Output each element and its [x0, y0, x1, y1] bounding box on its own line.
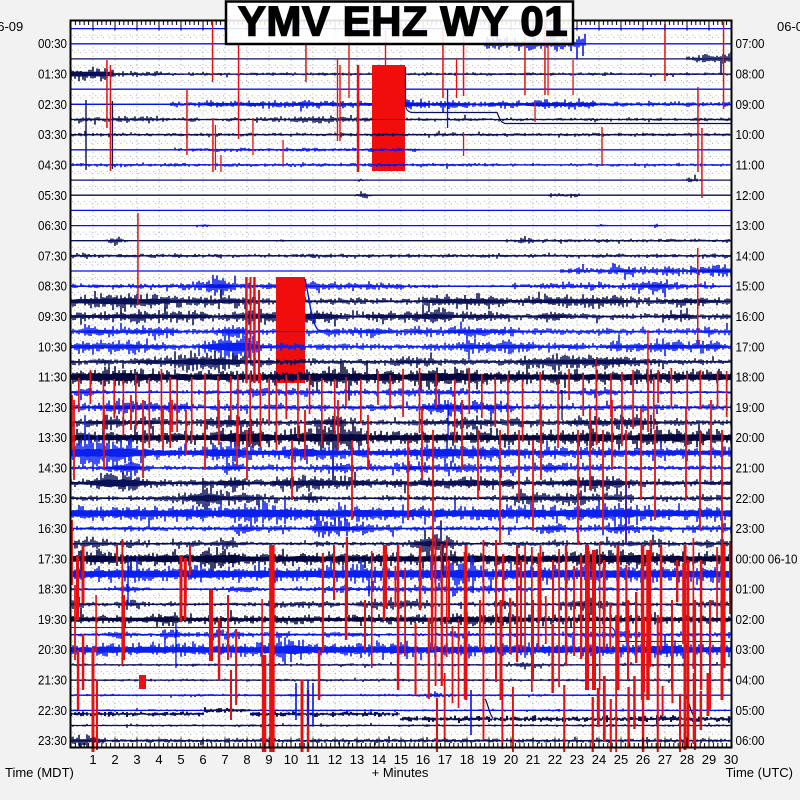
svg-text:9: 9 — [265, 752, 272, 767]
svg-text:13:00: 13:00 — [736, 218, 765, 233]
svg-text:21: 21 — [526, 752, 540, 767]
svg-text:14:30: 14:30 — [38, 461, 67, 476]
svg-text:24: 24 — [592, 752, 606, 767]
svg-text:13:30: 13:30 — [38, 430, 67, 445]
svg-text:16: 16 — [416, 752, 430, 767]
svg-text:20:30: 20:30 — [38, 642, 67, 657]
svg-text:19:00: 19:00 — [736, 400, 765, 415]
svg-text:00:00 06-10: 00:00 06-10 — [736, 551, 798, 566]
svg-text:16:00: 16:00 — [736, 309, 765, 324]
svg-text:10: 10 — [284, 752, 298, 767]
svg-text:06-09: 06-09 — [0, 19, 23, 34]
svg-text:12: 12 — [328, 752, 342, 767]
svg-text:20:00: 20:00 — [736, 430, 765, 445]
svg-text:6: 6 — [199, 752, 206, 767]
svg-text:1: 1 — [89, 752, 96, 767]
svg-text:22:00: 22:00 — [736, 491, 765, 506]
svg-text:00:30: 00:30 — [38, 36, 67, 51]
svg-text:11:30: 11:30 — [38, 370, 67, 385]
svg-text:5: 5 — [177, 752, 184, 767]
svg-text:09:30: 09:30 — [38, 309, 67, 324]
svg-text:19:30: 19:30 — [38, 612, 67, 627]
svg-text:17:00: 17:00 — [736, 339, 765, 354]
svg-text:15:30: 15:30 — [38, 491, 67, 506]
svg-text:05:00: 05:00 — [736, 703, 765, 718]
svg-text:YMV EHZ WY 01: YMV EHZ WY 01 — [238, 0, 568, 45]
svg-text:07:00: 07:00 — [736, 36, 765, 51]
svg-text:05:30: 05:30 — [38, 188, 67, 203]
svg-text:30: 30 — [724, 752, 738, 767]
svg-text:20: 20 — [504, 752, 518, 767]
svg-text:13: 13 — [350, 752, 364, 767]
svg-text:11:00: 11:00 — [736, 157, 765, 172]
svg-text:2: 2 — [111, 752, 118, 767]
svg-text:29: 29 — [702, 752, 716, 767]
svg-text:02:30: 02:30 — [38, 97, 67, 112]
svg-text:17:30: 17:30 — [38, 551, 67, 566]
svg-text:25: 25 — [614, 752, 628, 767]
svg-text:04:00: 04:00 — [736, 673, 765, 688]
svg-text:14: 14 — [372, 752, 386, 767]
svg-text:03:00: 03:00 — [736, 642, 765, 657]
svg-text:14:00: 14:00 — [736, 248, 765, 263]
svg-text:15: 15 — [394, 752, 408, 767]
svg-text:Time (UTC): Time (UTC) — [726, 765, 793, 780]
svg-text:27: 27 — [658, 752, 672, 767]
svg-text:10:00: 10:00 — [736, 127, 765, 142]
svg-text:26: 26 — [636, 752, 650, 767]
svg-text:07:30: 07:30 — [38, 248, 67, 263]
svg-text:18: 18 — [460, 752, 474, 767]
svg-text:06:30: 06:30 — [38, 218, 67, 233]
svg-text:12:00: 12:00 — [736, 188, 765, 203]
svg-text:01:00: 01:00 — [736, 582, 765, 597]
svg-text:+ Minutes: + Minutes — [372, 765, 429, 780]
svg-text:21:30: 21:30 — [38, 673, 67, 688]
svg-text:4: 4 — [155, 752, 162, 767]
svg-text:02:00: 02:00 — [736, 612, 765, 627]
svg-text:06:00: 06:00 — [736, 733, 765, 748]
svg-text:06-09: 06-09 — [777, 19, 800, 34]
svg-text:23:30: 23:30 — [38, 733, 67, 748]
svg-text:21:00: 21:00 — [736, 461, 765, 476]
svg-text:04:30: 04:30 — [38, 157, 67, 172]
svg-text:18:00: 18:00 — [736, 370, 765, 385]
svg-text:23:00: 23:00 — [736, 521, 765, 536]
svg-text:8: 8 — [243, 752, 250, 767]
svg-text:19: 19 — [482, 752, 496, 767]
svg-text:22: 22 — [548, 752, 562, 767]
svg-text:18:30: 18:30 — [38, 582, 67, 597]
svg-text:7: 7 — [221, 752, 228, 767]
svg-text:17: 17 — [438, 752, 452, 767]
svg-text:12:30: 12:30 — [38, 400, 67, 415]
svg-text:23: 23 — [570, 752, 584, 767]
svg-text:08:00: 08:00 — [736, 67, 765, 82]
svg-text:Time (MDT): Time (MDT) — [5, 765, 74, 780]
svg-text:10:30: 10:30 — [38, 339, 67, 354]
svg-text:16:30: 16:30 — [38, 521, 67, 536]
svg-text:01:30: 01:30 — [38, 67, 67, 82]
svg-text:08:30: 08:30 — [38, 279, 67, 294]
svg-text:22:30: 22:30 — [38, 703, 67, 718]
svg-text:09:00: 09:00 — [736, 97, 765, 112]
svg-text:03:30: 03:30 — [38, 127, 67, 142]
svg-text:15:00: 15:00 — [736, 279, 765, 294]
svg-text:11: 11 — [306, 752, 320, 767]
svg-text:3: 3 — [133, 752, 140, 767]
svg-text:28: 28 — [680, 752, 694, 767]
